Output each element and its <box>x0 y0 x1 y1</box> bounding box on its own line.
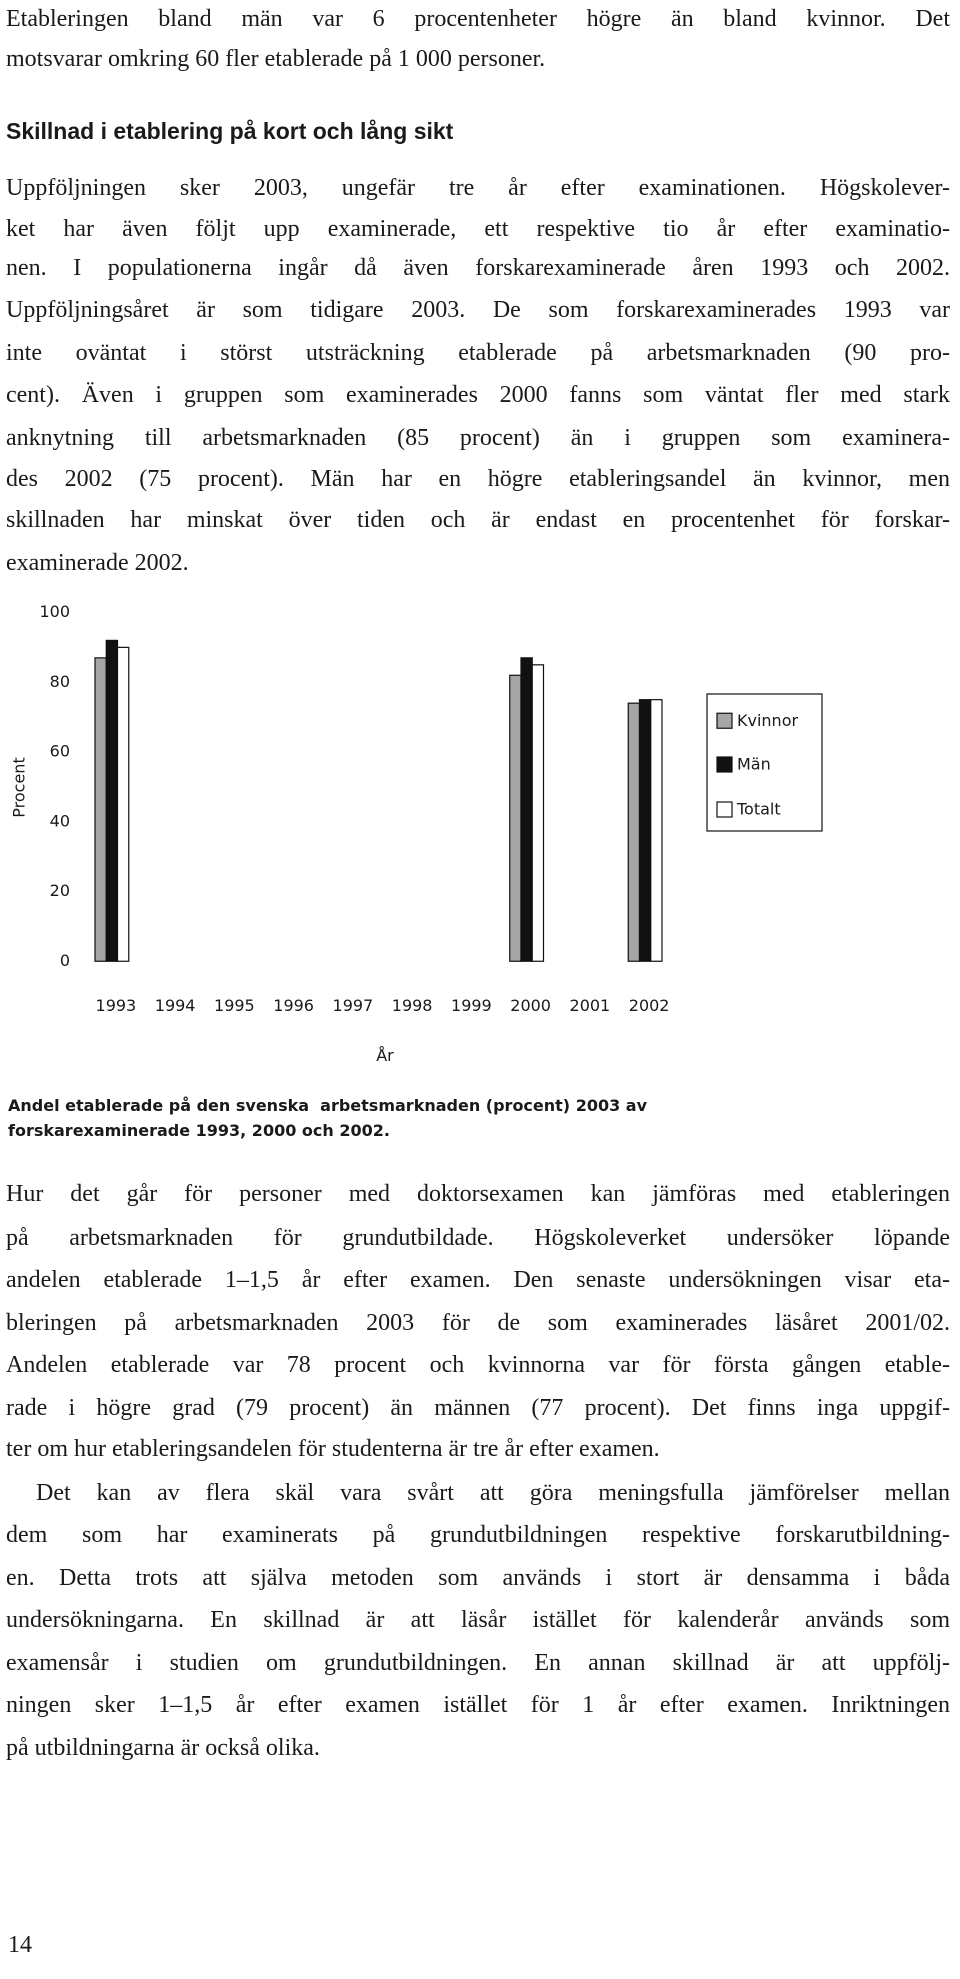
text-line: en. Detta trots att själva metoden som a… <box>6 1564 950 1591</box>
text-line: dem som har examinerats på grundutbildni… <box>6 1522 950 1548</box>
x-tick-label: 2002 <box>629 996 670 1015</box>
y-tick-label: 80 <box>50 672 70 691</box>
legend-label: Kvinnor <box>737 711 798 730</box>
bar <box>94 657 107 962</box>
bar <box>638 699 652 962</box>
bar <box>531 664 545 962</box>
x-axis-label: År <box>376 1046 394 1065</box>
text-line: rade i högre grad (79 procent) än männen… <box>6 1394 950 1421</box>
legend-label: Män <box>737 755 771 774</box>
text-line: Uppföljningen sker 2003, ungefär tre år … <box>6 174 950 201</box>
x-tick-label: 1998 <box>392 996 433 1015</box>
chart-caption: Andel etablerade på den svenska arbetsma… <box>8 1096 648 1116</box>
text-line: Etableringen bland män var 6 procentenhe… <box>6 5 950 32</box>
text-line: inte oväntat i störst utsträckning etabl… <box>6 339 950 366</box>
y-axis-label: Procent <box>10 757 29 817</box>
bar <box>509 674 522 962</box>
legend-label: Totalt <box>736 800 781 819</box>
legend-swatch <box>716 756 733 773</box>
x-tick-label: 1993 <box>96 996 137 1015</box>
text-line: examinerade 2002. <box>6 549 189 576</box>
text-line: des 2002 (75 procent). Män har en högre … <box>6 465 950 492</box>
x-tick-label: 1999 <box>451 996 492 1015</box>
x-tick-label: 1995 <box>214 996 255 1015</box>
y-tick-label: 60 <box>50 742 70 761</box>
text-line: Det kan av flera skäl vara svårt att gör… <box>36 1479 950 1506</box>
y-tick-label: 100 <box>39 602 70 621</box>
text-line: nen. I populationerna ingår då även fors… <box>6 254 950 281</box>
text-line: ter om hur etableringsandelen för studen… <box>6 1435 660 1462</box>
text-line: cent). Även i gruppen som examinerades 2… <box>6 382 950 408</box>
legend-swatch <box>716 712 733 729</box>
y-tick-label: 0 <box>60 951 70 970</box>
bar <box>116 646 130 962</box>
section-heading: Skillnad i etablering på kort och lång s… <box>6 118 454 145</box>
text-line: ket har även följt upp examinerade, ett … <box>6 215 950 242</box>
text-line: Hur det går för personer med doktorsexam… <box>6 1180 950 1207</box>
bar <box>520 657 533 962</box>
text-line: motsvarar omkring 60 fler etablerade på … <box>6 45 546 72</box>
text-line: på arbetsmarknaden för grundutbildade. H… <box>6 1224 950 1251</box>
text-line: Uppföljningsåret är som tidigare 2003. D… <box>6 297 950 323</box>
chart-caption: forskarexaminerade 1993, 2000 och 2002. <box>8 1121 390 1141</box>
x-tick-label: 1996 <box>273 996 314 1015</box>
y-tick-label: 40 <box>50 811 70 830</box>
x-tick-label: 2001 <box>570 996 611 1015</box>
text-line: bleringen på arbetsmarknaden 2003 för de… <box>6 1309 950 1336</box>
legend-swatch <box>716 801 733 818</box>
bar <box>627 702 641 962</box>
text-line: ningen sker 1–1,5 år efter examen iställ… <box>6 1692 950 1718</box>
bar <box>105 639 119 962</box>
text-line: examensår i studien om grundutbildningen… <box>6 1649 950 1676</box>
y-tick-label: 20 <box>50 881 70 900</box>
x-tick-label: 1997 <box>333 996 374 1015</box>
page-number: 14 <box>8 1932 32 1958</box>
text-line: andelen etablerade 1–1,5 år efter examen… <box>6 1267 950 1293</box>
text-line: undersökningarna. En skillnad är att läs… <box>6 1607 950 1633</box>
text-line: anknytning till arbetsmarknaden (85 proc… <box>6 424 950 451</box>
text-line: Andelen etablerade var 78 procent och kv… <box>6 1352 950 1378</box>
x-tick-label: 2000 <box>510 996 551 1015</box>
text-line: skillnaden har minskat över tiden och är… <box>6 507 950 533</box>
text-line: på utbildningarna är också olika. <box>6 1734 320 1761</box>
x-tick-label: 1994 <box>155 996 196 1015</box>
bar <box>650 699 663 962</box>
